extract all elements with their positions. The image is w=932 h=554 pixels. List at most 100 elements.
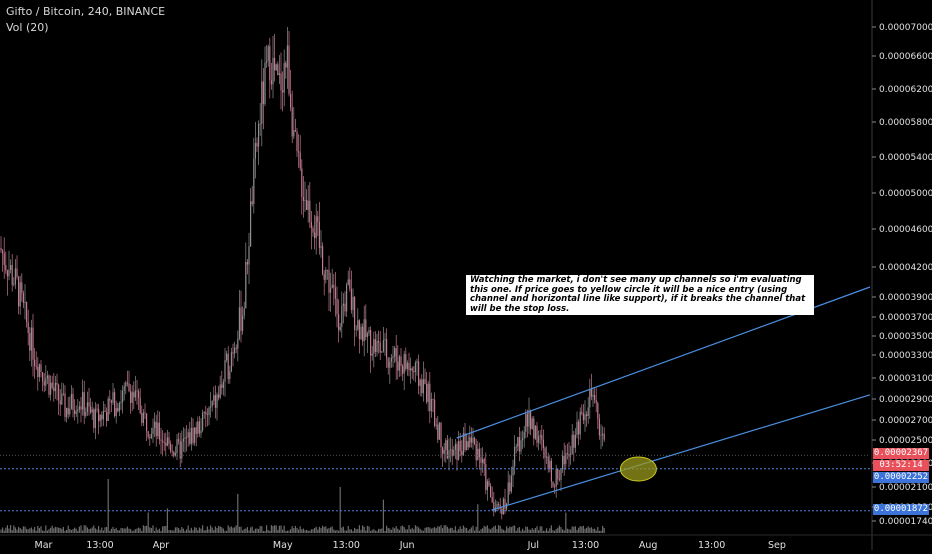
entry-zone-ellipse[interactable]	[619, 456, 657, 482]
volume-bar	[528, 529, 530, 533]
chart-legend: Gifto / Bitcoin, 240, BINANCE Vol (20)	[6, 4, 165, 36]
symbol-title[interactable]: Gifto / Bitcoin, 240, BINANCE	[6, 5, 166, 18]
annotation-note[interactable]: Watching the market, i don't see many up…	[466, 275, 814, 315]
volume-bar	[397, 528, 399, 533]
volume-bar	[306, 529, 308, 533]
candle-body	[450, 449, 452, 451]
volume-bar	[478, 530, 480, 533]
candle-body	[2, 250, 4, 254]
candle-body	[446, 440, 448, 459]
candle-body	[408, 362, 410, 371]
volume-bar	[322, 525, 324, 533]
volume-bar	[483, 525, 485, 533]
volume-bar	[373, 529, 375, 533]
candle-body	[395, 348, 397, 362]
candle-body	[390, 357, 392, 362]
volume-bar	[418, 527, 420, 533]
volume-bar	[570, 529, 572, 533]
candle-body	[574, 434, 576, 448]
volume-bar	[485, 526, 487, 533]
candle-body	[123, 386, 125, 391]
candle-body	[110, 400, 112, 403]
volume-bar	[566, 528, 568, 533]
candle-body	[293, 130, 295, 137]
candle-body	[378, 340, 380, 343]
candle-body	[48, 375, 50, 395]
candle-body	[589, 389, 591, 408]
candle-body	[155, 421, 157, 437]
volume-indicator-label[interactable]: Vol (20)	[6, 21, 49, 34]
candle-body	[379, 342, 381, 353]
candle-body	[218, 394, 220, 398]
volume-bar	[558, 525, 560, 533]
candle-body	[53, 387, 55, 392]
volume-bar	[18, 526, 20, 533]
volume-bar	[448, 528, 450, 533]
volume-bar	[571, 526, 573, 533]
candle-body	[429, 383, 431, 412]
volume-bar	[146, 525, 148, 533]
candle-body	[445, 440, 447, 450]
candle-body	[520, 440, 522, 452]
volume-bar	[224, 530, 226, 533]
volume-bar	[536, 526, 538, 533]
candle-body	[59, 400, 61, 405]
candle-body	[227, 353, 229, 380]
volume-bar	[600, 530, 602, 533]
x-tick-label: Sep	[768, 540, 786, 550]
volume-bar	[238, 526, 240, 533]
candle-body	[240, 307, 242, 331]
volume-bar	[107, 479, 109, 533]
volume-bar	[594, 528, 596, 533]
candle-body	[530, 410, 532, 430]
volume-bar	[408, 525, 410, 533]
volume-bar	[386, 525, 388, 533]
candle-body	[355, 329, 357, 331]
volume-bar	[365, 530, 367, 533]
candle-body	[253, 158, 255, 205]
candle-body	[91, 409, 93, 413]
candle-body	[277, 64, 279, 75]
candle-body	[224, 360, 226, 382]
candle-body	[482, 459, 484, 463]
volume-bar	[117, 530, 119, 533]
volume-bar	[376, 530, 378, 533]
y-tick-label: 0.00002100	[879, 483, 932, 493]
volume-bar	[93, 525, 95, 533]
volume-bar	[110, 528, 112, 533]
volume-bar	[136, 528, 138, 533]
candle-body	[173, 451, 175, 456]
candle-body	[370, 330, 372, 356]
volume-bar	[45, 525, 47, 533]
volume-bar	[16, 529, 18, 533]
volume-bar	[371, 529, 373, 533]
candle-body	[35, 365, 37, 367]
candle-body	[154, 421, 156, 428]
volume-bar	[522, 528, 524, 533]
volume-bar	[291, 526, 293, 533]
volume-bar	[568, 529, 570, 533]
candle-body	[464, 433, 466, 450]
volume-bar	[502, 529, 504, 533]
volume-bar	[509, 526, 511, 533]
volume-bar	[202, 525, 204, 533]
y-tick-label: 0.00005000	[879, 189, 932, 199]
volume-bar	[453, 530, 455, 533]
candle-body	[104, 410, 106, 412]
volume-bar	[430, 528, 432, 533]
y-tick-label: 0.00003900	[879, 293, 932, 303]
lower-channel-line[interactable]	[491, 394, 871, 511]
volume-bar	[99, 530, 101, 533]
volume-bar	[130, 529, 132, 533]
volume-bar	[53, 528, 55, 533]
volume-bar	[443, 525, 445, 533]
volume-bar	[141, 530, 143, 533]
candle-body	[403, 354, 405, 374]
candle-body	[262, 81, 264, 105]
y-tick-label: 0.00005400	[879, 153, 932, 163]
candle-body	[3, 253, 5, 266]
volume-bar	[491, 527, 493, 533]
candle-body	[462, 433, 464, 455]
volume-bar	[555, 529, 557, 533]
volume-bar	[582, 525, 584, 533]
